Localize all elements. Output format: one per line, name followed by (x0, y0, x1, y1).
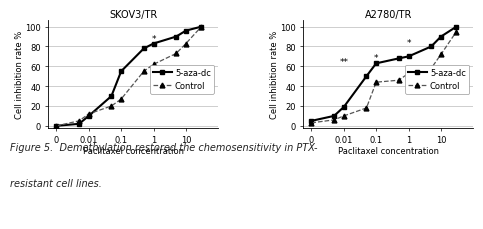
Control (331, 119, 337, 122)
Control (309, 122, 314, 125)
Control (151, 64, 156, 66)
Text: **: ** (339, 58, 348, 67)
5-aza-dc (341, 106, 347, 109)
5-aza-dc (76, 123, 82, 126)
Control (173, 53, 179, 56)
Legend: 5-aza-dc, Control: 5-aza-dc, Control (405, 65, 469, 94)
Control (141, 71, 147, 73)
5-aza-dc (199, 26, 204, 29)
Text: *: * (151, 34, 156, 43)
5-aza-dc (183, 30, 189, 33)
Y-axis label: Cell inhibition rate %: Cell inhibition rate % (270, 30, 279, 118)
Control (76, 120, 82, 123)
5-aza-dc (109, 95, 114, 98)
Control (406, 73, 412, 75)
Control (86, 113, 92, 116)
5-aza-dc (364, 76, 369, 78)
5-aza-dc (173, 36, 179, 39)
Title: A2780/TR: A2780/TR (365, 10, 412, 20)
5-aza-dc (151, 43, 156, 46)
Control (109, 105, 114, 108)
Text: *: * (374, 54, 379, 63)
5-aza-dc (118, 71, 124, 73)
Line: 5-aza-dc: 5-aza-dc (309, 25, 459, 124)
Control (428, 68, 434, 70)
5-aza-dc (438, 36, 444, 39)
Control (454, 31, 459, 34)
Control (199, 26, 204, 29)
Line: Control: Control (309, 30, 459, 126)
Text: *: * (406, 39, 411, 48)
Control (54, 125, 59, 128)
Control (183, 43, 189, 46)
5-aza-dc (86, 115, 92, 118)
Control (438, 54, 444, 57)
Y-axis label: Cell inhibition rate %: Cell inhibition rate % (14, 30, 24, 118)
Control (364, 107, 369, 110)
Line: Control: Control (54, 25, 204, 129)
5-aza-dc (373, 63, 379, 65)
5-aza-dc (54, 125, 59, 128)
Control (373, 82, 379, 84)
5-aza-dc (428, 46, 434, 49)
5-aza-dc (309, 120, 314, 123)
Control (118, 98, 124, 101)
Line: 5-aza-dc: 5-aza-dc (54, 25, 204, 129)
X-axis label: Paclitaxel concentration: Paclitaxel concentration (83, 146, 184, 155)
Text: resistant cell lines.: resistant cell lines. (10, 179, 101, 188)
Title: SKOV3/TR: SKOV3/TR (109, 10, 157, 20)
5-aza-dc (406, 56, 412, 59)
5-aza-dc (331, 115, 337, 118)
Control (341, 115, 347, 118)
Text: Figure 5.  Demethylation restored the chemosensitivity in PTX-: Figure 5. Demethylation restored the che… (10, 142, 317, 152)
5-aza-dc (454, 26, 459, 29)
Control (396, 79, 402, 82)
5-aza-dc (141, 48, 147, 51)
5-aza-dc (396, 58, 402, 60)
X-axis label: Paclitaxel concentration: Paclitaxel concentration (338, 146, 439, 155)
Legend: 5-aza-dc, Control: 5-aza-dc, Control (150, 65, 214, 94)
